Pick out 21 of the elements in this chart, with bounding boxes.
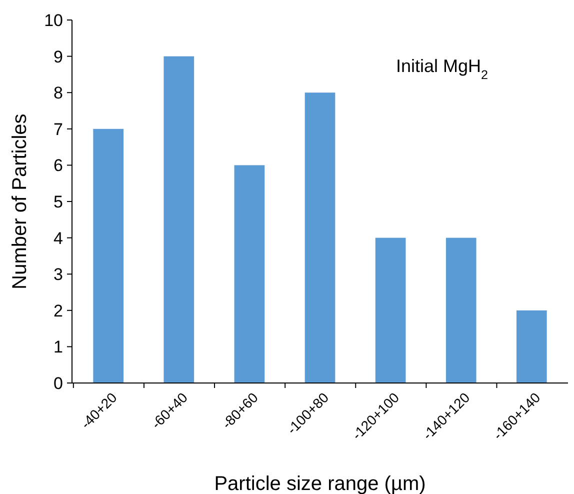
bar (446, 238, 476, 383)
y-tick-label: 7 (54, 120, 63, 139)
bar (304, 92, 336, 383)
y-tick-label: 9 (54, 47, 63, 66)
y-axis-title: Number of Particles (9, 114, 31, 290)
y-tick-label: 5 (54, 192, 63, 212)
y-tick-label: 2 (54, 301, 63, 320)
y-tick-label: 0 (54, 374, 63, 393)
y-tick-label: 3 (54, 265, 63, 284)
bar (516, 310, 547, 383)
y-tick-label: 6 (54, 156, 63, 176)
x-axis-title: Particle size range (µm) (214, 473, 426, 494)
y-tick-label: 8 (54, 84, 63, 103)
annotation: Initial MgH$_{2}$ (396, 56, 488, 82)
y-tick-label: 1 (54, 338, 63, 357)
bar (164, 56, 194, 383)
y-tick-label: 10 (44, 10, 63, 30)
bar (93, 128, 124, 383)
y-tick-label: 4 (54, 228, 63, 248)
bar (375, 238, 406, 383)
bar (234, 165, 265, 383)
